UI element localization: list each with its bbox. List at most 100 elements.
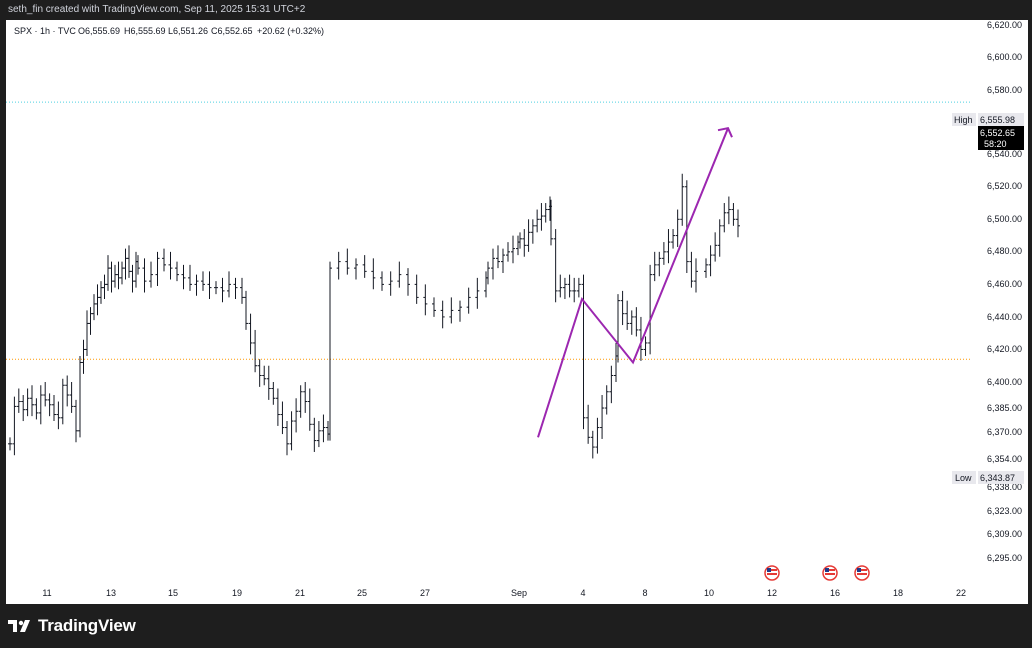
ohlc-bar <box>680 173 685 226</box>
ohlc-bar <box>328 261 332 441</box>
ohlc-bar <box>8 437 12 451</box>
ohlc-bar <box>475 277 480 309</box>
legend-symbol: SPX · 1h · TVC <box>14 26 76 36</box>
price-tick-label: 6,323.00 <box>987 506 1022 516</box>
ohlc-bar <box>34 398 39 420</box>
ohlc-bar <box>549 199 553 246</box>
high-value: 6,555.98 <box>980 115 1015 125</box>
last-price-box <box>978 126 1024 150</box>
ohlc-bar <box>85 310 89 356</box>
ohlc-bar <box>731 203 736 226</box>
last-price-badge: 6,552.65 58:20 <box>978 126 1024 150</box>
legend-high: H6,555.69 <box>124 26 166 36</box>
ohlc-bar <box>516 235 520 256</box>
legend-low: L6,551.26 <box>168 26 208 36</box>
ohlc-bar <box>142 258 147 293</box>
ohlc-bar <box>694 258 698 293</box>
bottom-branding-bar <box>0 604 1032 648</box>
low-badge: Low 6,343.87 <box>952 471 1024 484</box>
ohlc-bar <box>188 264 192 291</box>
chart-frame[interactable]: SPX · 1h · TVC O6,555.69 H6,555.69 L6,55… <box>0 20 1032 604</box>
ohlc-bar <box>440 300 445 329</box>
ohlc-bar <box>78 355 82 438</box>
high-label-box <box>952 113 976 126</box>
ohlc-bar <box>526 219 531 252</box>
ohlc-bar <box>726 196 731 225</box>
time-tick-label: 13 <box>106 588 116 598</box>
ohlc-bar <box>74 399 78 443</box>
ohlc-bar <box>321 414 326 443</box>
ohlc-bar <box>397 261 402 288</box>
ohlc-bar <box>326 421 330 441</box>
ohlc-bar <box>652 251 657 282</box>
attribution-text: seth_fin created with TradingView.com, S… <box>8 4 306 15</box>
price-tick-label: 6,385.00 <box>987 403 1022 413</box>
time-tick-label: 11 <box>42 588 51 598</box>
time-tick-label: 22 <box>956 588 966 598</box>
ohlc-bar <box>713 232 718 262</box>
ohlc-bar <box>614 342 618 382</box>
ohlc-bar <box>81 339 86 374</box>
ohlc-bar <box>60 378 65 425</box>
ohlc-bar <box>604 385 609 415</box>
ohlc-bar <box>130 264 135 293</box>
ohlc-bar <box>253 329 258 373</box>
ohlc-bar <box>567 274 572 298</box>
high-label: High <box>954 115 973 125</box>
ohlc-bar <box>30 385 34 417</box>
ohlc-bar <box>671 229 676 249</box>
ohlc-bar <box>155 251 160 287</box>
ohlc-bar <box>181 264 186 290</box>
ohlc-bar <box>518 232 522 249</box>
ohlc-bar <box>162 248 166 272</box>
ohlc-bar <box>106 255 110 291</box>
price-tick-label: 6,420.00 <box>987 344 1022 354</box>
time-tick-label: 12 <box>767 588 777 598</box>
price-tick-label: 6,338.00 <box>987 482 1022 492</box>
tradingview-logo[interactable]: TradingView <box>8 612 136 640</box>
ohlc-bar <box>522 229 527 257</box>
ohlc-bar <box>643 336 648 356</box>
ohlc-bar <box>127 245 131 278</box>
ohlc-bar <box>149 261 153 288</box>
time-tick-label: 27 <box>420 588 430 598</box>
ohlc-bar <box>558 274 563 298</box>
top-attribution-bar: seth_fin created with TradingView.com, S… <box>0 0 1032 20</box>
ohlc-bar <box>689 251 694 288</box>
time-axis[interactable]: 11 13 15 19 21 25 27 Sep 4 8 10 12 16 18 22 <box>42 588 966 598</box>
ohlc-bar <box>207 271 212 300</box>
ohlc-bar <box>262 365 267 386</box>
ohlc-bar <box>12 396 17 456</box>
ohlc-bar <box>316 421 321 448</box>
ohlc-bar <box>280 401 285 435</box>
ohlc-bar <box>704 258 708 278</box>
price-tick-label: 6,370.00 <box>987 427 1022 437</box>
drawn-path-line[interactable] <box>537 127 729 438</box>
ohlc-bar <box>496 245 500 269</box>
ohlc-bar <box>65 375 70 407</box>
economic-event-markers[interactable] <box>764 565 870 581</box>
ohlc-bar <box>648 264 653 355</box>
ohlc-bar <box>88 307 93 335</box>
price-tick-label: 6,620.00 <box>987 20 1022 30</box>
price-tick-label: 6,520.00 <box>987 181 1022 191</box>
high-badge: High 6,555.98 <box>952 113 1024 126</box>
us-event-flag-icon <box>854 565 870 581</box>
price-tick-label: 6,500.00 <box>987 214 1022 224</box>
ohlc-bar <box>248 313 253 355</box>
ohlc-bar <box>576 277 581 298</box>
ohlc-bar <box>134 251 138 288</box>
ohlc-bar <box>530 219 535 244</box>
ohlc-bar <box>298 385 303 418</box>
price-chart[interactable]: SPX · 1h · TVC O6,555.69 H6,555.69 L6,55… <box>6 20 1028 604</box>
ohlc-bar <box>423 284 428 316</box>
legend-change: +20.62 (+0.32%) <box>257 26 324 36</box>
price-tick-label: 6,460.00 <box>987 279 1022 289</box>
ohlc-bar <box>629 310 634 335</box>
ohlc-bar <box>458 300 462 322</box>
time-tick-label: 15 <box>168 588 178 598</box>
ohlc-bar <box>69 382 74 413</box>
price-tick-label: 6,580.00 <box>987 85 1022 95</box>
ohlc-bar <box>116 261 121 290</box>
ohlc-bar <box>257 359 262 387</box>
